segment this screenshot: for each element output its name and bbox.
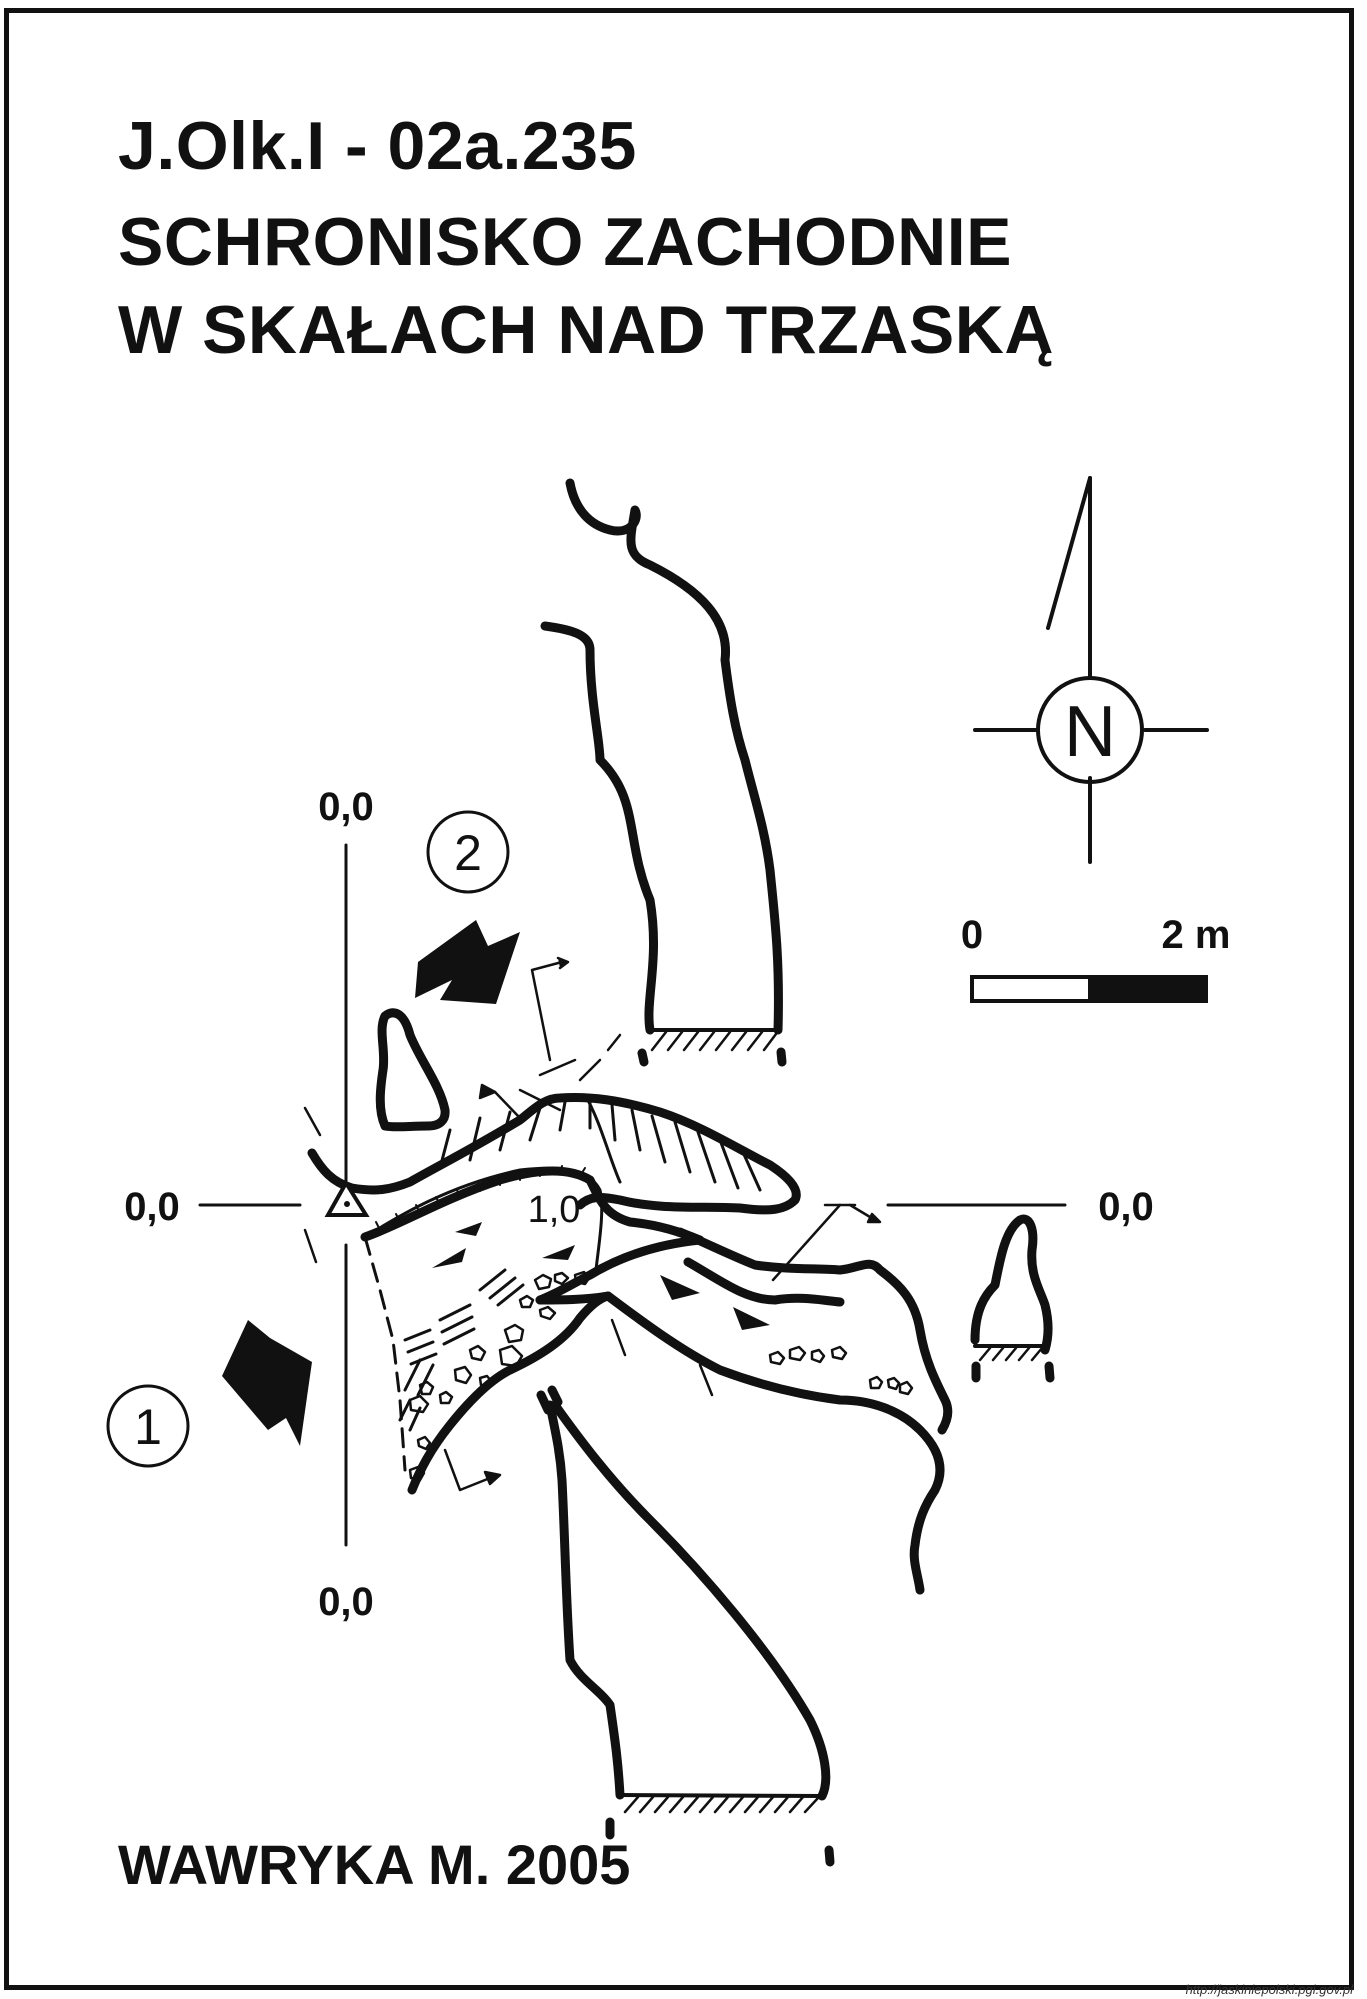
main-chamber-walls [307,1093,953,1595]
upper-passage-walls [540,478,783,1035]
right-niche-end-right [1044,1361,1055,1383]
upper-passage-hatching [650,1030,778,1052]
section-marker-right: 0,0 [1098,1185,1154,1229]
rubble-symbols [408,1270,914,1482]
slope-arrows [432,1222,770,1330]
section-marker-top: 0,0 [318,785,374,829]
inner-floor-outline [363,1235,407,1472]
ceiling-ledge-hatching [438,1093,762,1192]
source-url: http://jaskiniepolski.pgi.gov.pl [1185,1982,1353,1997]
entrance-arrow-icon [415,920,520,1004]
section-marker-left: 0,0 [124,1185,180,1229]
cave-name-line-2: W SKAŁACH NAD TRZASKĄ [118,292,1054,368]
entrance-number-1: 1 [134,1399,162,1455]
scale-bar [970,975,1208,1003]
cave-name-line-1: SCHRONISKO ZACHODNIE [118,204,1013,280]
entrance-number-circle [426,810,510,894]
upper-passage-end-left [637,1048,649,1067]
direction-arrows [303,956,882,1492]
scale-max-label: 2 m [1162,913,1231,957]
section-marker-bottom: 0,0 [318,1580,374,1624]
north-arrow-icon [973,476,1209,864]
entrance-arrow-icon [222,1320,312,1446]
survey-point-icon [324,1179,370,1217]
dip-markers [303,1033,857,1397]
upper-passage-end-right [776,1047,787,1067]
author-credit: WAWRYKA M. 2005 [118,1833,631,1896]
inner-floor-ticked-edge [363,1166,604,1272]
right-niche-hatching [978,1346,1044,1362]
inner-floor-ticks [375,1165,586,1231]
rock-wall-symbols [398,1268,525,1432]
right-niche-walls [970,1214,1053,1355]
scale-min-label: 0 [961,913,983,957]
lower-passage-hatching [623,1795,820,1814]
lower-passage-end-right [824,1845,835,1867]
depth-label: 1,0 [528,1189,581,1231]
entrance-number-circle [106,1384,190,1468]
lower-passage-floor [618,1793,824,1798]
compass-north-label: N [1064,692,1116,772]
entrance-number-2: 2 [454,825,482,881]
map-frame [4,8,1354,1990]
cave-id-code: J.Olk.I - 02a.235 [118,108,637,184]
rock-pillar [375,1008,450,1132]
lower-passage-walls [536,1385,831,1801]
